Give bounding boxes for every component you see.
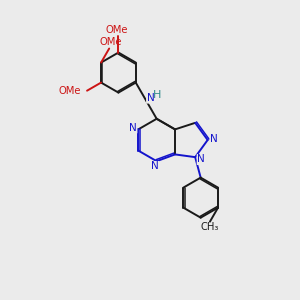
Text: N: N xyxy=(151,161,159,172)
Text: H: H xyxy=(153,90,161,100)
Text: N: N xyxy=(147,93,154,103)
Text: OMe: OMe xyxy=(106,25,128,35)
Text: OMe: OMe xyxy=(58,86,81,96)
Text: CH₃: CH₃ xyxy=(201,222,219,232)
Text: N: N xyxy=(197,154,205,164)
Text: N: N xyxy=(210,134,218,143)
Text: N: N xyxy=(129,123,137,133)
Text: OMe: OMe xyxy=(99,37,122,47)
